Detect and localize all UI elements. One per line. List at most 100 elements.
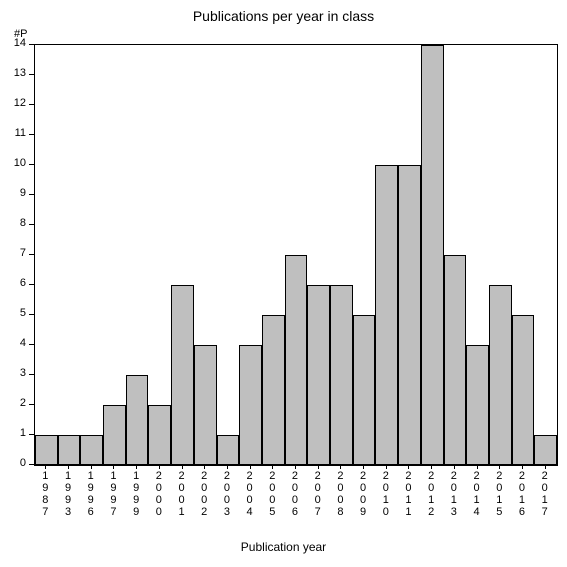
bar [534, 435, 557, 465]
x-tick [272, 464, 273, 469]
x-tick-label: 2002 [193, 470, 216, 518]
y-tick-label: 12 [0, 97, 26, 109]
bar [239, 345, 262, 465]
x-tick [499, 464, 500, 469]
x-tick [68, 464, 69, 469]
bar [307, 285, 330, 465]
x-tick-label: 2017 [533, 470, 556, 518]
x-tick-label: 2004 [238, 470, 261, 518]
bar [444, 255, 467, 465]
y-tick-label: 14 [0, 37, 26, 49]
y-tick-label: 5 [0, 307, 26, 319]
y-tick-label: 11 [0, 127, 26, 139]
x-tick [522, 464, 523, 469]
bar [148, 405, 171, 465]
y-tick-label: 0 [0, 457, 26, 469]
bar [353, 315, 376, 465]
x-tick [204, 464, 205, 469]
bar [466, 345, 489, 465]
y-tick [29, 224, 34, 225]
y-tick [29, 74, 34, 75]
x-tick [182, 464, 183, 469]
x-tick [431, 464, 432, 469]
x-tick-label: 2016 [511, 470, 534, 518]
y-tick [29, 314, 34, 315]
bar [330, 285, 353, 465]
y-tick-label: 3 [0, 367, 26, 379]
y-tick [29, 344, 34, 345]
x-tick-label: 2015 [488, 470, 511, 518]
bar [512, 315, 535, 465]
y-tick [29, 194, 34, 195]
y-tick-label: 10 [0, 157, 26, 169]
bar [398, 165, 421, 465]
bar [489, 285, 512, 465]
bar [285, 255, 308, 465]
y-tick-label: 6 [0, 277, 26, 289]
x-tick-label: 2006 [284, 470, 307, 518]
bar [217, 435, 240, 465]
x-tick-label: 1993 [57, 470, 80, 518]
y-tick-label: 7 [0, 247, 26, 259]
y-tick [29, 284, 34, 285]
x-tick [159, 464, 160, 469]
bar [35, 435, 58, 465]
x-tick [113, 464, 114, 469]
x-tick [454, 464, 455, 469]
x-tick [227, 464, 228, 469]
y-tick-label: 2 [0, 397, 26, 409]
x-tick [386, 464, 387, 469]
y-tick [29, 134, 34, 135]
x-tick [250, 464, 251, 469]
y-tick [29, 434, 34, 435]
y-tick [29, 164, 34, 165]
y-tick-label: 8 [0, 217, 26, 229]
y-tick-label: 13 [0, 67, 26, 79]
x-tick-label: 2009 [352, 470, 375, 518]
x-tick-label: 2000 [147, 470, 170, 518]
x-tick-label: 2010 [374, 470, 397, 518]
x-tick-label: 2001 [170, 470, 193, 518]
x-tick-label: 1987 [34, 470, 57, 518]
y-tick-label: 1 [0, 427, 26, 439]
chart-container: Publications per year in class #P 012345… [0, 0, 567, 567]
bar [262, 315, 285, 465]
y-tick [29, 404, 34, 405]
bar [421, 45, 444, 465]
x-tick [318, 464, 319, 469]
x-tick-label: 1999 [125, 470, 148, 518]
y-tick-label: 4 [0, 337, 26, 349]
x-tick-label: 1996 [79, 470, 102, 518]
bar [126, 375, 149, 465]
bar [103, 405, 126, 465]
bar [375, 165, 398, 465]
plot-area [34, 44, 558, 466]
x-tick [340, 464, 341, 469]
x-tick [295, 464, 296, 469]
chart-title: Publications per year in class [0, 8, 567, 24]
x-tick-label: 2013 [443, 470, 466, 518]
bar [58, 435, 81, 465]
x-tick [363, 464, 364, 469]
x-tick-label: 2007 [306, 470, 329, 518]
x-tick [45, 464, 46, 469]
x-tick-label: 2012 [420, 470, 443, 518]
x-tick [91, 464, 92, 469]
x-tick-label: 1997 [102, 470, 125, 518]
x-tick-label: 2014 [465, 470, 488, 518]
x-axis-label: Publication year [0, 540, 567, 554]
x-tick-label: 2011 [397, 470, 420, 518]
y-tick [29, 254, 34, 255]
y-tick [29, 464, 34, 465]
x-tick [477, 464, 478, 469]
y-tick [29, 44, 34, 45]
bar [80, 435, 103, 465]
y-tick [29, 104, 34, 105]
y-tick [29, 374, 34, 375]
x-tick-label: 2003 [216, 470, 239, 518]
x-tick [545, 464, 546, 469]
x-tick-label: 2008 [329, 470, 352, 518]
bar [171, 285, 194, 465]
x-tick-label: 2005 [261, 470, 284, 518]
x-tick [408, 464, 409, 469]
